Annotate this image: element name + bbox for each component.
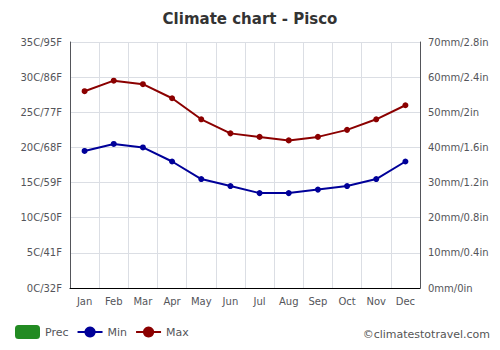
svg-text:Jun: Jun — [222, 296, 239, 307]
svg-text:10mm/0.4in: 10mm/0.4in — [428, 247, 489, 258]
svg-text:Jul: Jul — [253, 296, 266, 307]
svg-text:70mm/2.8in: 70mm/2.8in — [428, 37, 489, 48]
svg-text:©climatestotravel.com: ©climatestotravel.com — [363, 328, 490, 341]
svg-text:Apr: Apr — [163, 296, 181, 307]
svg-text:15C/59F: 15C/59F — [20, 177, 62, 188]
svg-text:5C/41F: 5C/41F — [27, 247, 62, 258]
svg-text:0C/32F: 0C/32F — [27, 283, 62, 294]
svg-text:Nov: Nov — [366, 296, 386, 307]
svg-text:Dec: Dec — [396, 296, 415, 307]
svg-text:Max: Max — [166, 326, 189, 339]
svg-text:20mm/0.8in: 20mm/0.8in — [428, 212, 489, 223]
svg-text:Climate chart - Pisco: Climate chart - Pisco — [163, 10, 338, 28]
svg-text:50mm/2in: 50mm/2in — [428, 107, 479, 118]
svg-text:10C/50F: 10C/50F — [20, 212, 62, 223]
svg-text:60mm/2.4in: 60mm/2.4in — [428, 72, 489, 83]
svg-text:30C/86F: 30C/86F — [20, 72, 62, 83]
svg-text:Feb: Feb — [105, 296, 123, 307]
svg-text:Mar: Mar — [133, 296, 153, 307]
svg-text:35C/95F: 35C/95F — [20, 37, 62, 48]
svg-text:Jan: Jan — [76, 296, 92, 307]
svg-text:20C/68F: 20C/68F — [20, 142, 62, 153]
svg-text:Min: Min — [108, 326, 128, 339]
svg-text:Prec: Prec — [45, 326, 69, 339]
svg-text:40mm/1.6in: 40mm/1.6in — [428, 142, 489, 153]
svg-text:30mm/1.2in: 30mm/1.2in — [428, 177, 489, 188]
svg-text:May: May — [191, 296, 212, 307]
svg-text:25C/77F: 25C/77F — [20, 107, 62, 118]
svg-text:Oct: Oct — [338, 296, 355, 307]
svg-text:0mm/0in: 0mm/0in — [428, 283, 473, 294]
svg-text:Aug: Aug — [279, 296, 299, 307]
svg-text:Sep: Sep — [308, 296, 327, 307]
